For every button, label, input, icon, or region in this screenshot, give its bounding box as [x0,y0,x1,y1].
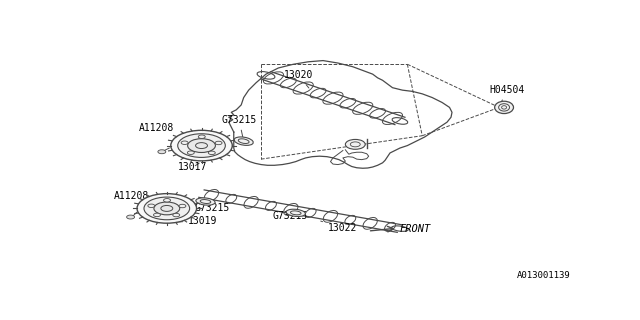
Ellipse shape [196,198,215,205]
Ellipse shape [495,101,513,114]
Circle shape [158,150,166,154]
Circle shape [178,134,225,157]
Circle shape [209,151,215,155]
Text: 13019: 13019 [170,216,218,227]
Circle shape [188,139,216,153]
Circle shape [181,141,188,144]
Circle shape [127,215,134,219]
Text: 13017: 13017 [178,162,207,172]
Circle shape [137,194,196,223]
Text: A013001139: A013001139 [517,271,571,280]
Circle shape [198,135,205,139]
Circle shape [154,202,180,215]
Text: FRONT: FRONT [400,224,431,234]
Circle shape [164,199,170,202]
Circle shape [154,213,161,217]
Circle shape [346,140,365,149]
Text: A11208: A11208 [114,191,164,207]
Ellipse shape [286,209,305,217]
Circle shape [188,151,195,155]
Text: G73215: G73215 [221,115,257,139]
Text: 13020: 13020 [284,70,313,88]
Text: G73215: G73215 [273,211,308,221]
Text: 13022: 13022 [321,221,357,233]
Ellipse shape [234,137,253,145]
Text: A11208: A11208 [138,123,199,145]
Circle shape [173,213,180,217]
Text: G73215: G73215 [194,203,229,213]
Text: H04504: H04504 [489,84,524,105]
Circle shape [144,197,189,220]
Circle shape [148,204,155,207]
Circle shape [171,130,232,161]
Circle shape [215,141,222,145]
Circle shape [179,204,186,208]
